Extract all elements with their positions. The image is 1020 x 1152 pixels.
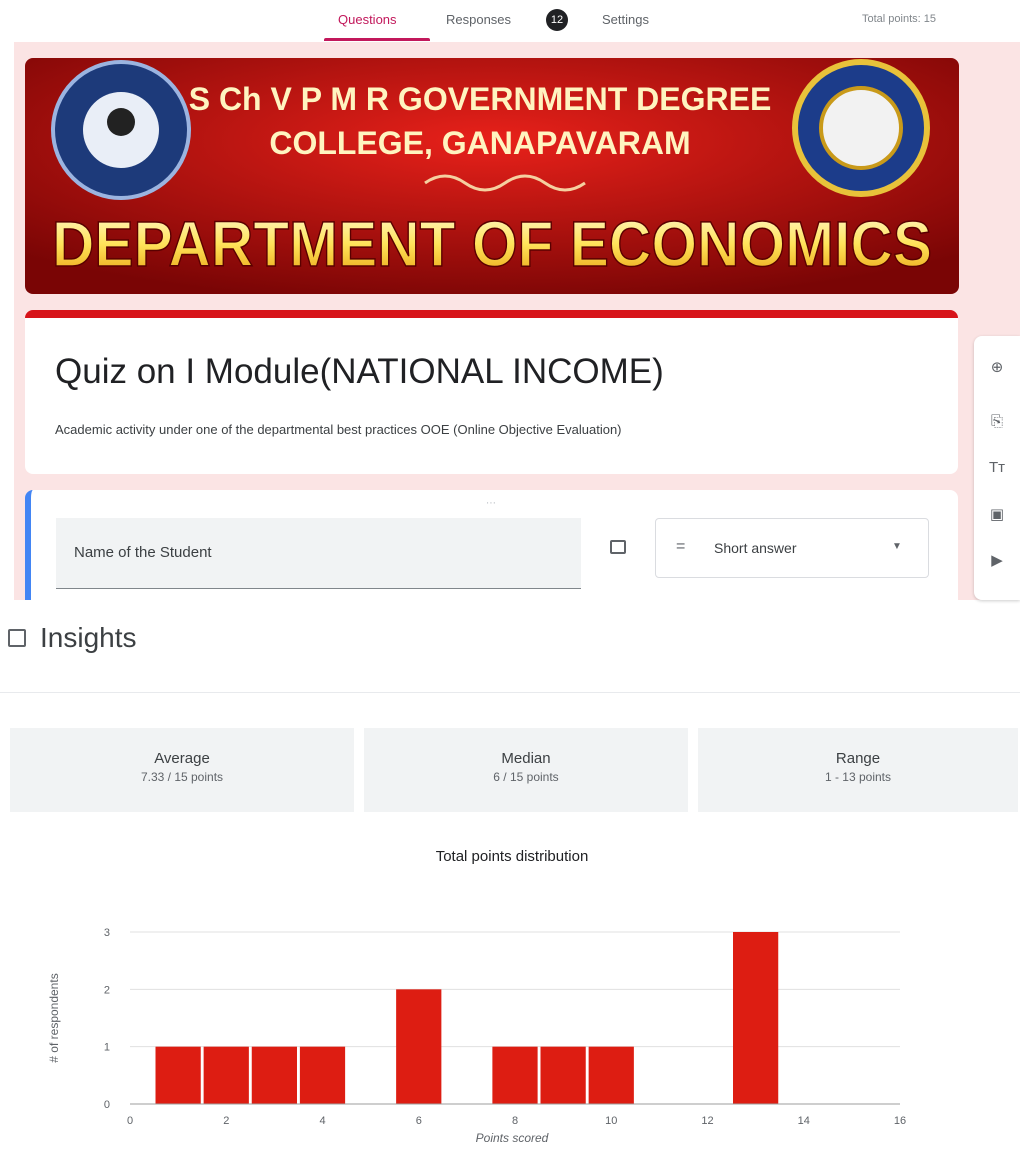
x-tick-label: 10 [605,1115,617,1127]
banner-line2: COLLEGE, GANAPAVARAM [269,125,690,161]
chart-title: Total points distribution [436,848,589,865]
founder-portrait [821,88,901,168]
stat-label: Range [698,750,1018,767]
chart: Total points distribution Points scored … [0,840,1020,1152]
total-points: Total points: 15 [862,13,936,25]
add-question[interactable]: ⊕ [988,359,1006,377]
tab-indicator [324,38,430,41]
tab-questions[interactable]: Questions [338,12,397,27]
y-tick-label: 2 [104,984,110,996]
banner-line1: S Ch V P M R GOVERNMENT DEGREE [189,81,772,117]
stat-average: Average 7.33 / 15 points [10,728,354,812]
bar [300,1047,345,1104]
stat-value: 6 / 15 points [364,770,688,784]
bar [204,1047,249,1104]
question-card: ⋯ Name of the Student = Short answer ▼ [25,490,958,600]
bar [252,1047,297,1104]
bar [589,1047,634,1104]
x-tick-label: 2 [223,1115,229,1127]
y-axis-label: # of respondents [47,973,61,1062]
banner: S Ch V P M R GOVERNMENT DEGREE COLLEGE, … [25,58,959,294]
short-answer-icon: = [676,538,685,556]
stat-range: Range 1 - 13 points [698,728,1018,812]
insights-icon [8,629,26,647]
insights-title: Insights [40,622,137,654]
bar [733,932,778,1104]
stat-value: 7.33 / 15 points [10,770,354,784]
stat-value: 1 - 13 points [698,770,1018,784]
x-tick-label: 14 [798,1115,810,1127]
bar [541,1047,586,1104]
y-tick-label: 1 [104,1042,110,1054]
x-tick-label: 4 [319,1115,325,1127]
add-video[interactable]: ▶ [988,552,1006,570]
x-tick-label: 6 [416,1115,422,1127]
title-card: Quiz on I Module(NATIONAL INCOME) Academ… [25,318,958,474]
form-description: Academic activity under one of the depar… [55,422,622,437]
x-tick-label: 8 [512,1115,518,1127]
form-title: Quiz on I Module(NATIONAL INCOME) [55,352,664,392]
tab-settings[interactable]: Settings [602,12,649,27]
dropdown-arrow: ▼ [892,541,902,552]
divider [0,692,1020,693]
type-dropdown[interactable]: = Short answer ▼ [655,518,929,578]
question-input[interactable]: Name of the Student [56,518,581,589]
y-tick-label: 0 [104,1099,110,1111]
add-image[interactable]: ▣ [988,506,1006,524]
responses-badge: 12 [546,9,568,31]
x-tick-label: 0 [127,1115,133,1127]
question-type: Short answer [714,540,796,556]
question-label: Name of the Student [74,544,212,561]
page: Quiz Insights html, body { margin: 0; pa… [0,0,1020,1152]
stat-median: Median 6 / 15 points [364,728,688,812]
x-tick-label: 12 [701,1115,713,1127]
stat-label: Median [364,750,688,767]
bar [492,1047,537,1104]
image-icon[interactable] [610,540,626,554]
add-title[interactable]: Tт [988,459,1006,477]
logo-figure [107,108,135,136]
tab-responses[interactable]: Responses [446,12,511,27]
x-axis-label: Points scored [476,1131,549,1145]
bar [396,989,441,1104]
import-questions[interactable]: ⎘ [988,413,1006,431]
y-tick-label: 3 [104,927,110,939]
x-tick-label: 16 [894,1115,906,1127]
banner-department: DEPARTMENT OF ECONOMICS [52,208,932,280]
body: {"nav": {"tabs": ["Questions", "Response… [0,0,1020,1152]
drag-handle: ⋯ [486,498,496,509]
stat-label: Average [10,750,354,767]
bar [156,1047,201,1104]
